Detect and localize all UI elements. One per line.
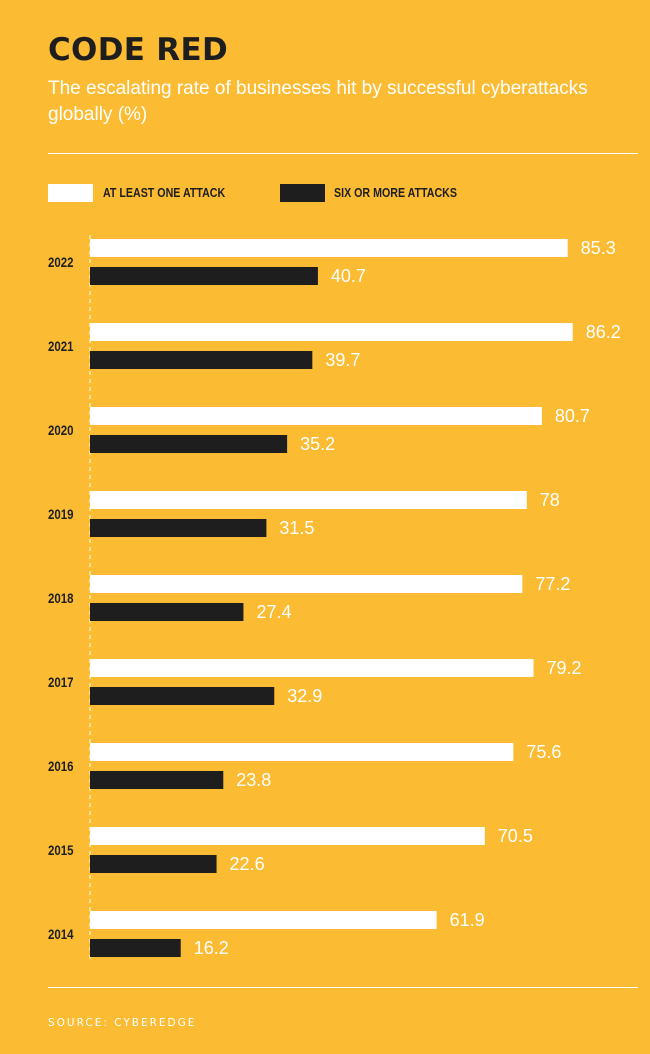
bar-at-least-one-attack [90,575,523,593]
year-label: 2015 [48,842,74,858]
value-label: 35.2 [300,434,335,454]
year-label: 2019 [48,506,74,522]
bar-at-least-one-attack [90,407,542,425]
value-label: 86.2 [586,322,621,342]
year-label: 2016 [48,758,74,774]
chart-subtitle: The escalating rate of businesses hit by… [48,78,588,125]
value-label: 70.5 [498,826,533,846]
bottom-divider [48,987,638,988]
year-label: 2017 [48,674,74,690]
value-label: 80.7 [555,406,590,426]
bar-six-or-more-attacks [90,267,318,285]
value-label: 23.8 [236,770,271,790]
bar-at-least-one-attack [90,911,437,929]
value-label: 32.9 [287,686,322,706]
value-label: 61.9 [450,910,485,930]
value-label: 75.6 [526,742,561,762]
bar-six-or-more-attacks [90,687,275,705]
bar-at-least-one-attack [90,743,514,761]
value-label: 78 [540,490,560,510]
year-label: 2014 [48,926,74,942]
value-label: 40.7 [331,266,366,286]
value-label: 79.2 [547,658,582,678]
legend-label-six-or-more: SIX OR MORE ATTACKS [334,185,457,200]
year-label: 2022 [48,254,74,270]
value-label: 77.2 [535,574,570,594]
legend-swatch-at-least-one [48,184,93,202]
bar-six-or-more-attacks [90,351,313,369]
value-label: 39.7 [325,350,360,370]
year-label: 2020 [48,422,74,438]
value-label: 22.6 [230,854,265,874]
value-label: 16.2 [194,938,229,958]
bar-six-or-more-attacks [90,603,244,621]
legend-swatch-six-or-more [280,184,325,202]
bar-at-least-one-attack [90,491,527,509]
year-label: 2021 [48,338,74,354]
source-note: SOURCE: CYBEREDGE [48,1017,197,1029]
bar-at-least-one-attack [90,659,534,677]
bar-at-least-one-attack [90,239,568,257]
bar-six-or-more-attacks [90,771,224,789]
value-label: 31.5 [279,518,314,538]
value-label: 85.3 [581,238,616,258]
bar-at-least-one-attack [90,323,573,341]
bar-at-least-one-attack [90,827,485,845]
legend-label-at-least-one: AT LEAST ONE ATTACK [103,185,226,200]
bar-six-or-more-attacks [90,519,267,537]
top-divider [48,153,638,154]
bar-six-or-more-attacks [90,435,288,453]
year-label: 2018 [48,590,74,606]
value-label: 27.4 [256,602,291,622]
bar-six-or-more-attacks [90,855,217,873]
bar-six-or-more-attacks [90,939,181,957]
chart-title: CODE RED [48,32,228,68]
